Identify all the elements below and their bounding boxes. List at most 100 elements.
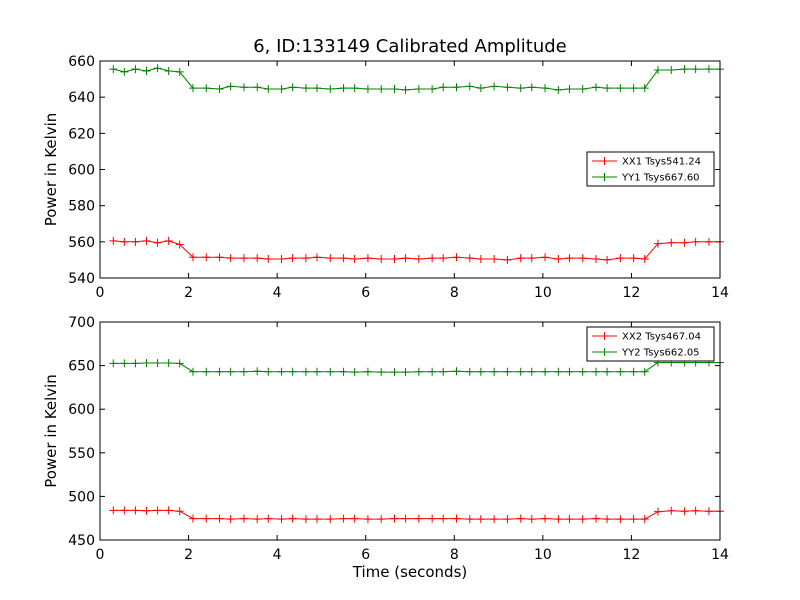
data-point-marker (541, 367, 550, 376)
data-point-marker (616, 84, 625, 93)
data-point-marker (527, 83, 536, 92)
y-tick-label: 660 (68, 54, 95, 70)
data-point-marker (313, 367, 321, 376)
legend-box (586, 326, 715, 362)
data-point-marker (142, 506, 151, 515)
data-point-marker (503, 367, 512, 376)
data-point-marker (226, 82, 235, 91)
data-point-marker (428, 514, 437, 523)
data-point-marker (253, 515, 262, 524)
data-point-marker (476, 515, 485, 524)
data-point-marker (565, 515, 574, 524)
data-point-marker (109, 506, 118, 515)
data-point-marker (390, 514, 399, 523)
data-point-marker (164, 358, 173, 367)
data-point-marker (680, 238, 689, 247)
data-point-marker (301, 367, 310, 376)
legend-label: XX2 Tsys467.04 (622, 332, 701, 343)
y-axis-title: Power in Kelvin (42, 374, 60, 488)
y-tick-label: 550 (68, 446, 95, 462)
data-point-marker (603, 255, 612, 264)
y-tick-label: 640 (68, 90, 95, 106)
y-tick-label: 700 (68, 315, 95, 331)
data-point-marker (239, 254, 248, 263)
data-point-marker (390, 85, 399, 94)
data-point-marker (277, 367, 286, 376)
data-point-marker (680, 507, 689, 516)
data-point-marker (603, 367, 612, 376)
data-point-marker (541, 84, 550, 93)
data-point-marker (452, 514, 461, 523)
y-tick-label: 600 (68, 402, 95, 418)
data-point-marker (667, 506, 676, 515)
data-point-marker (288, 254, 297, 263)
data-point-marker (401, 85, 410, 94)
x-tick-label: 10 (534, 547, 552, 563)
legend-marker (600, 348, 609, 356)
legend-label: YY1 Tsys667.60 (621, 173, 700, 184)
data-point-marker (503, 83, 512, 92)
data-point-marker (363, 85, 372, 94)
x-tick-label: 0 (96, 285, 105, 301)
data-point-marker (175, 359, 184, 368)
y-tick-label: 540 (68, 271, 95, 287)
data-point-marker (490, 367, 499, 376)
data-point-marker (202, 367, 211, 376)
y-tick-label: 560 (68, 235, 95, 251)
legend-label: YY2 Tsys662.05 (621, 348, 700, 359)
data-point-marker (301, 254, 310, 263)
data-point-marker (439, 514, 448, 523)
data-point-marker (313, 253, 321, 262)
data-point-marker (377, 368, 386, 377)
data-point-marker (202, 84, 211, 93)
data-point-marker (175, 240, 184, 249)
x-tick-label: 10 (534, 285, 552, 301)
data-point-marker (253, 367, 262, 376)
y-tick-label: 650 (68, 359, 95, 375)
data-point-marker (164, 236, 173, 245)
series-line-xx2 (113, 509, 720, 520)
data-point-marker (516, 254, 525, 263)
data-point-marker (277, 255, 286, 264)
data-point-marker (226, 254, 235, 263)
data-point-marker (640, 515, 649, 524)
data-point-marker (339, 254, 348, 263)
data-point-marker (578, 515, 587, 524)
data-point-marker (401, 514, 410, 523)
data-point-marker (363, 254, 372, 263)
legend-label: XX1 Tsys541.24 (622, 157, 701, 168)
data-point-marker (578, 254, 587, 263)
data-point-marker (640, 84, 649, 93)
data-point-marker (428, 85, 437, 94)
data-point-marker (465, 254, 474, 263)
x-tick-label: 8 (450, 547, 459, 563)
data-point-marker (592, 367, 600, 376)
x-tick-label: 12 (623, 547, 641, 563)
data-point-marker (377, 85, 386, 94)
data-point-marker (527, 515, 536, 524)
data-point-marker (131, 359, 140, 368)
data-point-marker (654, 239, 662, 248)
data-point-marker (215, 253, 224, 262)
data-point-marker (592, 514, 600, 523)
x-tick-label: 4 (273, 547, 282, 563)
data-point-marker (414, 85, 423, 94)
data-point-marker (153, 238, 162, 247)
x-tick-label: 8 (450, 285, 459, 301)
data-point-marker (490, 82, 499, 91)
data-point-marker (189, 514, 197, 523)
data-point-marker (476, 255, 485, 264)
data-point-marker (616, 367, 625, 376)
data-point-marker (120, 359, 129, 368)
data-point-marker (350, 84, 359, 93)
data-point-marker (428, 367, 437, 376)
legend: XX2 Tsys467.04 YY2 Tsys662.05 (586, 326, 715, 362)
y-tick-label: 600 (68, 163, 95, 179)
x-tick-label: 12 (623, 285, 641, 301)
data-point-marker (428, 254, 437, 263)
data-point-marker (202, 253, 211, 262)
x-tick-label: 2 (184, 547, 193, 563)
x-tick-label: 2 (184, 285, 193, 301)
data-point-marker (264, 255, 273, 264)
legend-marker (600, 332, 609, 340)
